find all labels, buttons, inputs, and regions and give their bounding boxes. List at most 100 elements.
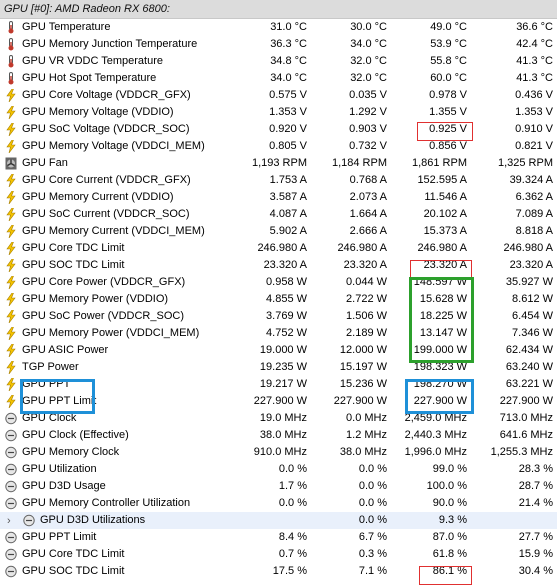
- sensor-label: GPU Hot Spot Temperature: [22, 72, 157, 84]
- sensor-max-value: 53.9 °C: [430, 38, 467, 50]
- sensor-row[interactable]: GPU Core Voltage (VDDCR_GFX) 0.575 V 0.035…: [0, 87, 557, 104]
- sensor-row[interactable]: GPU Hot Spot Temperature 34.0 °C 32.0 °C 60…: [0, 70, 557, 87]
- sensor-row[interactable]: GPU PPT 19.217 W 15.236 W 198.270 W 63.221 W: [0, 376, 557, 393]
- sensor-current-value: 4.087 A: [269, 208, 307, 220]
- sensor-row[interactable]: GPU Memory Current (VDDCI_MEM) 5.902 A 2.6…: [0, 223, 557, 240]
- sensor-label: GPU SoC Voltage (VDDCR_SOC): [22, 123, 190, 135]
- sensor-row[interactable]: GPU Memory Power (VDDIO) 4.855 W 2.722 W 15…: [0, 291, 557, 308]
- sensor-current-value: 1.753 A: [269, 174, 307, 186]
- sensor-label: GPU Core Voltage (VDDCR_GFX): [22, 89, 191, 101]
- sensor-label: GPU Memory Junction Temperature: [22, 38, 198, 50]
- sensor-row[interactable]: GPU Core TDC Limit 0.7 % 0.3 % 61.8 % 15.9 %: [0, 546, 557, 563]
- sensor-min-value: 12.000 W: [339, 344, 387, 356]
- sensor-row[interactable]: GPU Memory Voltage (VDDCI_MEM) 0.805 V 0.7…: [0, 138, 557, 155]
- sensor-row[interactable]: GPU Memory Current (VDDIO) 3.587 A 2.073 A…: [0, 189, 557, 206]
- sensor-row[interactable]: GPU Temperature 31.0 °C 30.0 °C 49.0 °C 36.6…: [0, 19, 557, 36]
- sensor-max-value: 13.147 W: [419, 327, 467, 339]
- sensor-row[interactable]: GPU Core Power (VDDCR_GFX) 0.958 W 0.044 W…: [0, 274, 557, 291]
- sensor-avg-value: 713.0 MHz: [499, 412, 553, 424]
- sensor-max-value: 18.225 W: [419, 310, 467, 322]
- sensor-row[interactable]: GPU Core TDC Limit 246.980 A 246.980 A 246.…: [0, 240, 557, 257]
- sensor-current-value: 0.920 V: [269, 123, 307, 135]
- sensor-row[interactable]: GPU SoC Voltage (VDDCR_SOC) 0.920 V 0.903 …: [0, 121, 557, 138]
- sensor-label: GPU Memory Current (VDDIO): [22, 191, 174, 203]
- sensor-min-value: 1.2 MHz: [346, 429, 387, 441]
- sensor-current-value: 19.000 W: [259, 344, 307, 356]
- sensor-row[interactable]: GPU Memory Voltage (VDDIO) 1.353 V 1.292 V…: [0, 104, 557, 121]
- sensor-label: GPU Fan: [22, 157, 68, 169]
- sensor-current-value: 1.353 V: [269, 106, 307, 118]
- group-header[interactable]: GPU [#0]: AMD Radeon RX 6800:: [0, 0, 557, 19]
- sensor-min-value: 0.035 V: [349, 89, 387, 101]
- sensor-row[interactable]: TGP Power 19.235 W 15.197 W 198.323 W 63.240…: [0, 359, 557, 376]
- sensor-avg-value: 7.346 W: [512, 327, 553, 339]
- sensor-label: GPU Clock (Effective): [22, 429, 129, 441]
- sensor-max-value: 246.980 A: [417, 242, 467, 254]
- sensor-row[interactable]: GPU Utilization 0.0 % 0.0 % 99.0 % 28.3 %: [0, 461, 557, 478]
- sensor-avg-value: 41.3 °C: [516, 55, 553, 67]
- sensor-min-value: 15.236 W: [339, 378, 387, 390]
- sensor-avg-value: 28.3 %: [518, 463, 553, 475]
- expand-chevron-icon[interactable]: ›: [7, 515, 11, 527]
- sensor-row[interactable]: GPU VR VDDC Temperature 34.8 °C 32.0 °C 55.…: [0, 53, 557, 70]
- sensor-label: GPU PPT Limit: [22, 395, 97, 407]
- sensor-max-value: 61.8 %: [432, 548, 467, 560]
- sensor-avg-value: 8.818 A: [515, 225, 553, 237]
- sensor-current-value: 34.0 °C: [270, 72, 307, 84]
- sensor-row[interactable]: GPU SoC Current (VDDCR_SOC) 4.087 A 1.664 …: [0, 206, 557, 223]
- sensor-min-value: 34.0 °C: [350, 38, 387, 50]
- sensor-min-value: 1.664 A: [349, 208, 387, 220]
- sensor-max-value: 87.0 %: [432, 531, 467, 543]
- sensor-current-value: 1,193 RPM: [251, 157, 307, 169]
- sensor-avg-value: 641.6 MHz: [499, 429, 553, 441]
- sensor-label: GPU PPT: [22, 378, 71, 390]
- sensor-current-value: 0.805 V: [269, 140, 307, 152]
- sensor-max-value: 152.595 A: [417, 174, 467, 186]
- sensor-avg-value: 35.927 W: [505, 276, 553, 288]
- sensor-row[interactable]: GPU SOC TDC Limit 17.5 % 7.1 % 86.1 % 30.4 %: [0, 563, 557, 580]
- sensor-label: GPU Memory Current (VDDCI_MEM): [22, 225, 205, 237]
- sensor-max-value: 227.900 W: [413, 395, 467, 407]
- sensor-label: GPU Core TDC Limit: [22, 548, 125, 560]
- sensor-avg-value: 63.240 W: [505, 361, 553, 373]
- sensor-label: GPU Memory Voltage (VDDIO): [22, 106, 174, 118]
- sensor-max-value: 49.0 °C: [430, 21, 467, 33]
- sensor-avg-value: 41.3 °C: [516, 72, 553, 84]
- sensor-max-value: 9.3 %: [438, 514, 467, 526]
- sensor-row[interactable]: GPU Clock (Effective) 38.0 MHz 1.2 MHz 2,44…: [0, 427, 557, 444]
- sensor-avg-value: 15.9 %: [518, 548, 553, 560]
- sensor-row[interactable]: GPU Memory Power (VDDCI_MEM) 4.752 W 2.189…: [0, 325, 557, 342]
- sensor-current-value: 3.769 W: [266, 310, 307, 322]
- sensor-min-value: 30.0 °C: [350, 21, 387, 33]
- sensor-min-value: 2.073 A: [349, 191, 387, 203]
- sensor-row[interactable]: GPU SOC TDC Limit 23.320 A 23.320 A 23.320 …: [0, 257, 557, 274]
- sensor-min-value: 227.900 W: [333, 395, 387, 407]
- sensor-label: GPU ASIC Power: [22, 344, 109, 356]
- group-header-title: GPU [#0]: AMD Radeon RX 6800:: [4, 3, 170, 15]
- sensor-max-value: 198.323 W: [413, 361, 467, 373]
- sensor-max-value: 1,996.0 MHz: [404, 446, 467, 458]
- sensor-label: GPU SOC TDC Limit: [22, 565, 125, 577]
- sensor-avg-value: 28.7 %: [518, 480, 553, 492]
- sensor-min-value: 0.768 A: [349, 174, 387, 186]
- sensor-row[interactable]: › GPU D3D Utilizations 0.0 % 9.3 %: [0, 512, 557, 529]
- sensor-min-value: 0.0 MHz: [346, 412, 387, 424]
- sensor-row[interactable]: GPU Memory Controller Utilization 0.0 % 0.…: [0, 495, 557, 512]
- sensor-row[interactable]: GPU SoC Power (VDDCR_SOC) 3.769 W 1.506 W 1…: [0, 308, 557, 325]
- sensor-row[interactable]: GPU PPT Limit 8.4 % 6.7 % 87.0 % 27.7 %: [0, 529, 557, 546]
- sensor-label: GPU Memory Clock: [22, 446, 120, 458]
- sensor-row[interactable]: GPU ASIC Power 19.000 W 12.000 W 199.000 W 6…: [0, 342, 557, 359]
- sensor-max-value: 15.628 W: [419, 293, 467, 305]
- sensor-row[interactable]: GPU PPT Limit 227.900 W 227.900 W 227.900 W…: [0, 393, 557, 410]
- sensor-row[interactable]: GPU D3D Usage 1.7 % 0.0 % 100.0 % 28.7 %: [0, 478, 557, 495]
- sensor-avg-value: 27.7 %: [518, 531, 553, 543]
- sensor-row[interactable]: GPU Fan 1,193 RPM 1,184 RPM 1,861 RPM 1,325 …: [0, 155, 557, 172]
- sensor-avg-value: 39.324 A: [509, 174, 553, 186]
- sensor-max-value: 0.978 V: [429, 89, 467, 101]
- sensor-row[interactable]: GPU Memory Clock 910.0 MHz 38.0 MHz 1,996.0…: [0, 444, 557, 461]
- sensor-row[interactable]: GPU Memory Junction Temperature 36.3 °C 34…: [0, 36, 557, 53]
- sensor-current-value: 246.980 A: [257, 242, 307, 254]
- sensor-row[interactable]: GPU Clock 19.0 MHz 0.0 MHz 2,459.0 MHz 713.0…: [0, 410, 557, 427]
- sensor-row[interactable]: GPU Core Current (VDDCR_GFX) 1.753 A 0.768…: [0, 172, 557, 189]
- sensor-min-value: 0.0 %: [358, 497, 387, 509]
